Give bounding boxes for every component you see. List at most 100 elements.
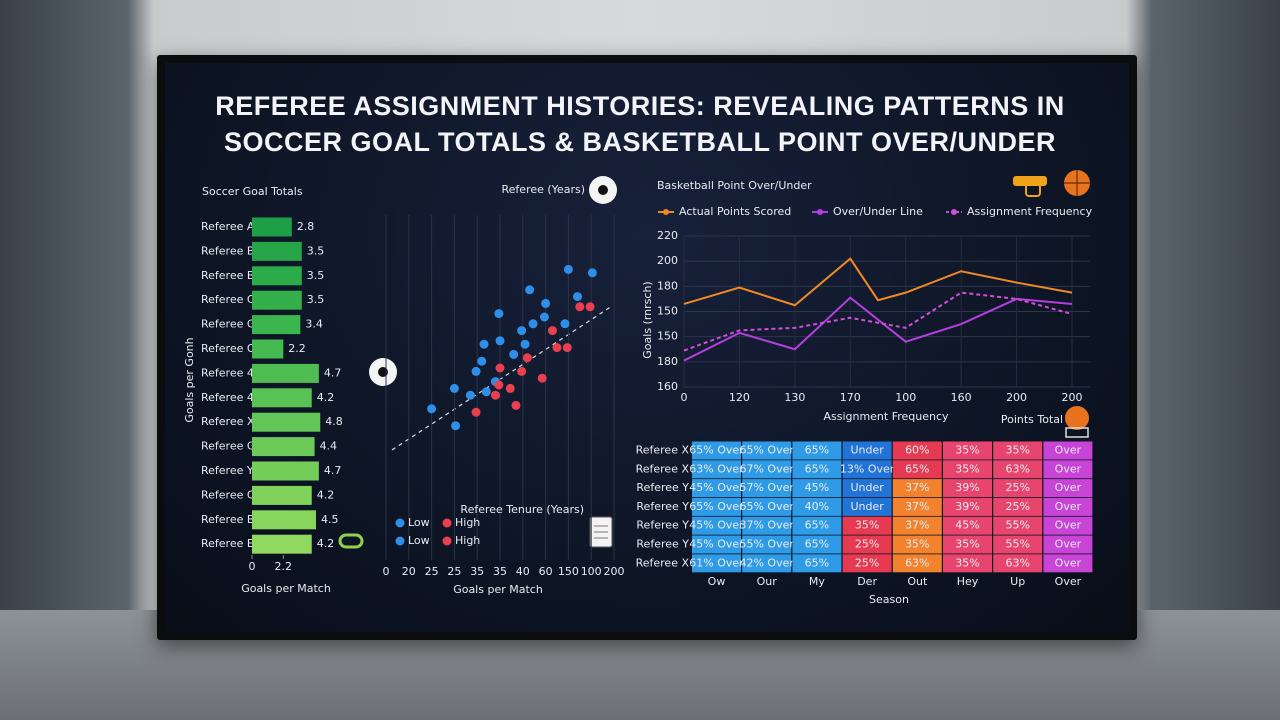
x-tick-label: 120 [729, 391, 750, 404]
x-axis-label: Assignment Frequency [823, 410, 949, 423]
cell-text: 25% [855, 538, 879, 551]
table-cell [842, 516, 892, 535]
x-tick-label: 0 [249, 560, 256, 573]
cell-text: 57% Over [739, 481, 794, 494]
bar [252, 510, 316, 530]
table-cell [892, 516, 942, 535]
cell-text: 35% [955, 444, 979, 457]
point [505, 383, 515, 393]
cell-text: 42% Over [739, 556, 794, 569]
cell-text: Under [850, 481, 884, 494]
cell-text: 61% Over [689, 556, 744, 569]
chart-title: Soccer Goal Totals [202, 185, 303, 198]
table-cell [1043, 554, 1093, 573]
table-cell [742, 516, 792, 535]
point [539, 312, 549, 322]
cell-text: Under [850, 500, 884, 513]
whistle-icon [338, 176, 1047, 549]
table-cell [1043, 479, 1093, 498]
category-label: Referee G [201, 440, 255, 453]
cell-text: 55% Over [739, 538, 794, 551]
basketball-icon [1064, 170, 1090, 438]
point [573, 292, 583, 302]
cell-text: 65% [805, 462, 829, 475]
point [471, 366, 481, 376]
table-cell [993, 497, 1043, 516]
point [522, 353, 532, 363]
chart-title: Basketball Point Over/Under [657, 179, 812, 192]
value-label: 4.2 [317, 391, 335, 404]
table-cell [943, 554, 992, 573]
table-cell [792, 554, 842, 573]
table-cell [943, 516, 992, 535]
cell-text: 25% [855, 556, 879, 569]
row-label: Referee X [636, 444, 690, 457]
cell-text: 63% [905, 556, 929, 569]
x-tick-label: 60 [539, 565, 553, 578]
table-cell [692, 535, 741, 554]
value-label: 4.7 [324, 366, 342, 379]
column-label: Der [857, 575, 877, 588]
category-label: Referee O [201, 488, 256, 501]
cell-text: 13% Over [840, 462, 895, 475]
cell-text: 45% [955, 519, 979, 532]
legend-marker [663, 209, 669, 215]
cell-text: 37% [905, 481, 929, 494]
category-label: Referee A [201, 220, 255, 233]
table-cell [692, 460, 741, 479]
point [563, 264, 573, 274]
category-label: Referee X [201, 415, 255, 428]
cell-text: 63% Over [689, 462, 744, 475]
table-cell [1043, 460, 1093, 479]
cell-text: 67% Over [739, 462, 794, 475]
column-label: My [809, 575, 825, 588]
legend-marker [442, 536, 452, 546]
table-cell [792, 479, 842, 498]
table-cell [892, 460, 942, 479]
bar [252, 339, 284, 359]
table-cell [1043, 441, 1093, 460]
cell-text: 45% Over [689, 481, 744, 494]
cell-text: 35% [905, 538, 929, 551]
value-label: 3.5 [307, 244, 325, 257]
x-tick-label: 100 [581, 565, 602, 578]
point [509, 349, 519, 359]
legend-marker [395, 536, 405, 546]
cell-text: 25% [1005, 481, 1029, 494]
x-axis-label: Goals per Match [453, 583, 543, 596]
point [575, 302, 585, 312]
table-cell [892, 535, 942, 554]
point [517, 366, 527, 376]
x-tick-label: 35 [493, 565, 507, 578]
point [495, 363, 505, 373]
table-cell [943, 535, 992, 554]
table-cell [943, 497, 992, 516]
value-label: 2.2 [288, 342, 306, 355]
cell-text: 37% Over [739, 519, 794, 532]
cell-text: 35% [955, 556, 979, 569]
cell-text: Over [1055, 556, 1082, 569]
legend-label: Low [408, 516, 430, 529]
cell-text: 37% [905, 500, 929, 513]
point [520, 339, 530, 349]
column-label: Over [1055, 575, 1082, 588]
y-tick-label: 160 [657, 380, 678, 393]
table-cell [692, 497, 741, 516]
cell-text: 65% [805, 538, 829, 551]
cell-text: 63% [1005, 556, 1029, 569]
x-tick-label: 0 [681, 391, 688, 404]
table-cell [842, 479, 892, 498]
value-label: 3.5 [307, 269, 325, 282]
point [552, 343, 562, 353]
row-label: Referee Y [636, 519, 689, 532]
table-cell [993, 441, 1043, 460]
point [479, 339, 489, 349]
point [547, 326, 557, 336]
value-label: 4.7 [324, 464, 342, 477]
point [517, 326, 527, 336]
legend-label: Assignment Frequency [967, 205, 1093, 218]
point [537, 373, 547, 383]
table-cell [792, 535, 842, 554]
x-tick-label: 200 [604, 565, 625, 578]
